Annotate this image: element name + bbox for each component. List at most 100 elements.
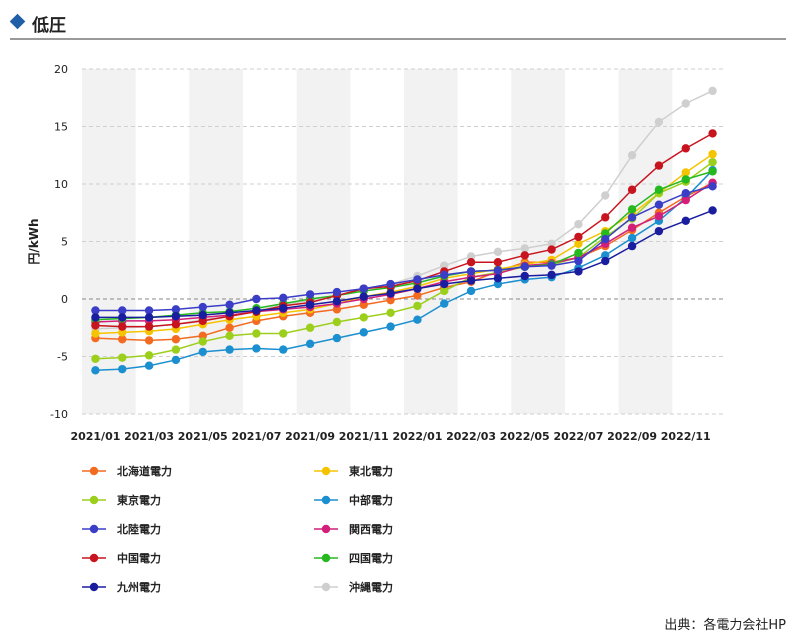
data-point	[520, 251, 529, 260]
data-point	[91, 366, 100, 375]
data-point	[386, 322, 395, 331]
series-line	[95, 153, 714, 335]
data-point	[118, 322, 127, 331]
data-point	[171, 305, 181, 314]
data-point	[601, 256, 610, 266]
legend-label: 東京電力	[117, 493, 161, 507]
data-point	[708, 86, 717, 96]
legend-marker	[321, 553, 331, 563]
data-point	[91, 321, 100, 330]
data-point	[198, 331, 207, 340]
y-tick-label: 0	[61, 293, 68, 306]
x-tick-label: 2022/11	[661, 430, 711, 443]
data-point	[440, 279, 449, 289]
data-point	[171, 355, 181, 365]
series	[91, 182, 717, 315]
data-point	[547, 270, 556, 280]
data-point	[440, 261, 449, 270]
series-line	[95, 161, 714, 360]
series-line	[95, 170, 713, 321]
data-point	[681, 189, 690, 198]
data-point	[359, 313, 368, 322]
data-point	[708, 149, 717, 159]
data-point	[654, 117, 664, 127]
data-point	[627, 185, 637, 194]
data-point	[118, 364, 127, 374]
legend-label: 九州電力	[116, 580, 161, 594]
data-point	[654, 161, 664, 170]
data-point	[305, 323, 315, 332]
data-point	[574, 267, 583, 276]
data-point	[601, 251, 610, 260]
data-point	[252, 344, 261, 353]
data-point	[279, 304, 288, 313]
data-point	[440, 286, 449, 296]
legend-item: 北陸電力	[82, 522, 161, 536]
data-point	[574, 239, 583, 248]
legend-marker	[321, 582, 331, 592]
legend-item: 中部電力	[314, 493, 393, 507]
data-point	[279, 293, 288, 303]
data-point	[574, 256, 583, 266]
data-point	[413, 301, 422, 311]
data-point	[654, 212, 664, 221]
data-point	[681, 99, 690, 108]
data-point	[332, 297, 342, 306]
data-point	[627, 213, 637, 222]
x-tick-label: 2022/07	[553, 430, 603, 443]
legend-item: 中国電力	[82, 551, 161, 565]
legend-item: 四国電力	[314, 551, 393, 565]
data-point	[627, 151, 637, 160]
data-point	[574, 248, 583, 258]
data-point	[627, 205, 637, 214]
legend-item: 東北電力	[314, 464, 393, 478]
section-title: 低圧	[32, 16, 66, 36]
series-line	[95, 90, 713, 330]
data-point	[466, 276, 476, 285]
data-point	[144, 322, 154, 331]
data-point	[493, 258, 503, 267]
data-point	[359, 300, 368, 309]
x-tick-label: 2021/09	[285, 430, 335, 443]
data-point	[601, 191, 610, 200]
data-point	[466, 267, 476, 276]
data-point	[144, 336, 154, 345]
source-note: 出典：各電力会社HP	[664, 618, 786, 633]
data-point	[601, 213, 610, 222]
data-point	[627, 241, 637, 251]
data-point	[386, 308, 395, 317]
data-point	[171, 335, 181, 344]
data-point	[708, 182, 717, 191]
data-point	[627, 233, 637, 243]
x-tick-label: 2022/03	[446, 430, 496, 443]
data-point	[359, 328, 368, 337]
data-point	[681, 144, 690, 153]
y-tick-label: 5	[61, 236, 68, 249]
legend-item: 北海道電力	[82, 464, 172, 478]
data-point	[332, 287, 342, 297]
data-point	[91, 306, 100, 315]
x-tick-label: 2021/05	[178, 430, 228, 443]
data-point	[413, 275, 422, 284]
data-point	[91, 313, 100, 322]
x-tick-label: 2022/05	[500, 430, 550, 443]
legend-label: 中部電力	[349, 493, 393, 507]
data-point	[279, 329, 288, 338]
data-point	[252, 294, 261, 304]
x-tick-label: 2022/09	[607, 430, 657, 443]
data-point	[171, 320, 181, 329]
data-point	[118, 328, 127, 337]
section-header: 低圧	[9, 8, 786, 40]
data-point	[547, 261, 556, 270]
data-point	[252, 329, 261, 338]
legend-label: 関西電力	[349, 522, 393, 536]
grid: -10 -5 0 5 10 15 20	[50, 63, 726, 421]
data-point	[359, 284, 368, 293]
data-point	[171, 345, 181, 354]
data-point	[708, 129, 717, 138]
y-tick-label: -10	[50, 408, 68, 421]
legend-marker	[89, 466, 99, 476]
data-point	[681, 168, 690, 177]
x-tick-label: 2021/07	[231, 430, 281, 443]
